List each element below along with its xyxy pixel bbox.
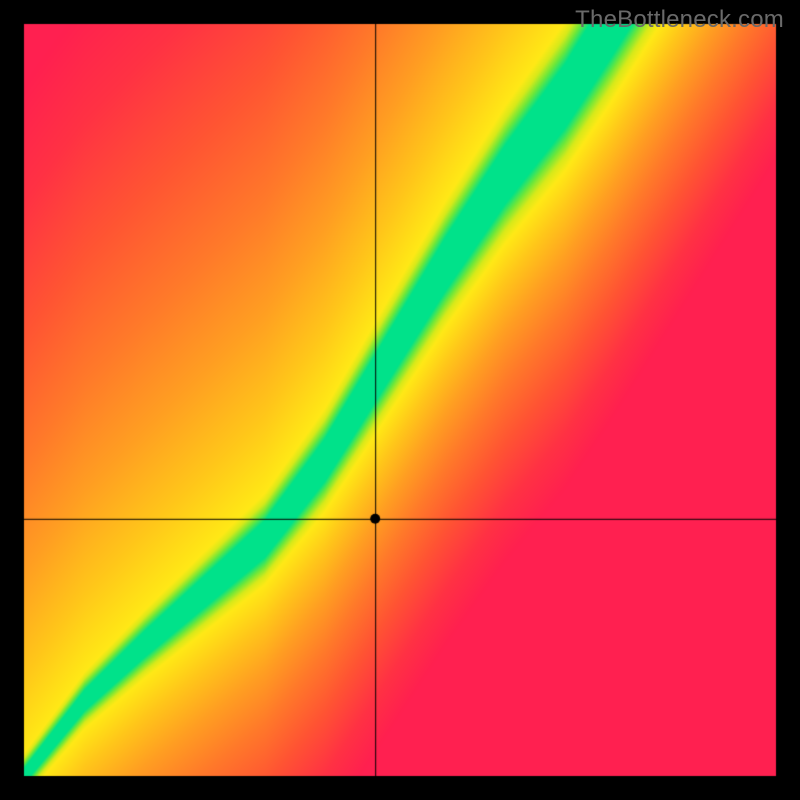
chart-container: TheBottleneck.com (0, 0, 800, 800)
bottleneck-heatmap (0, 0, 800, 800)
watermark-text: TheBottleneck.com (575, 6, 784, 34)
